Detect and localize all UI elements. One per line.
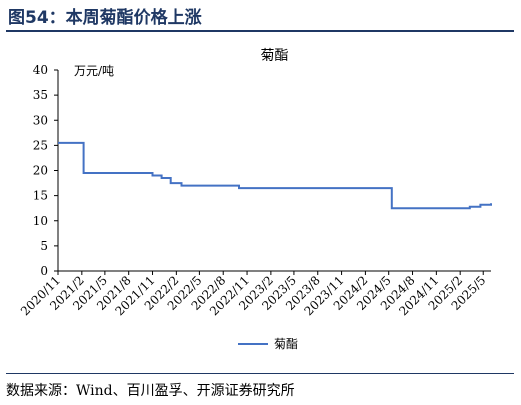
series-line bbox=[58, 141, 492, 210]
y-tick-label: 0 bbox=[40, 264, 48, 278]
title-rule bbox=[6, 30, 514, 32]
chart-title: 菊酯 bbox=[261, 48, 289, 64]
y-tick-label: 20 bbox=[33, 164, 48, 178]
source-note: 数据来源：Wind、百川盈孚、开源证券研究所 bbox=[6, 383, 295, 399]
y-tick-label: 30 bbox=[33, 113, 48, 127]
y-tick-label: 10 bbox=[33, 214, 48, 228]
y-tick-label: 35 bbox=[33, 88, 48, 102]
source-rule bbox=[6, 373, 514, 374]
figure-header: 图54：本周菊酯价格上涨 bbox=[6, 2, 514, 30]
y-tick-label: 40 bbox=[33, 63, 48, 77]
line-chart: 菊酯万元/吨05101520253035402020/112021/22021/… bbox=[18, 48, 492, 351]
figure-title: 图54：本周菊酯价格上涨 bbox=[8, 8, 202, 28]
y-tick-label: 5 bbox=[40, 239, 48, 253]
y-tick-label: 25 bbox=[33, 138, 48, 152]
y-tick-label: 15 bbox=[33, 189, 48, 203]
unit-label: 万元/吨 bbox=[74, 64, 114, 78]
legend-label: 菊酯 bbox=[274, 337, 298, 351]
